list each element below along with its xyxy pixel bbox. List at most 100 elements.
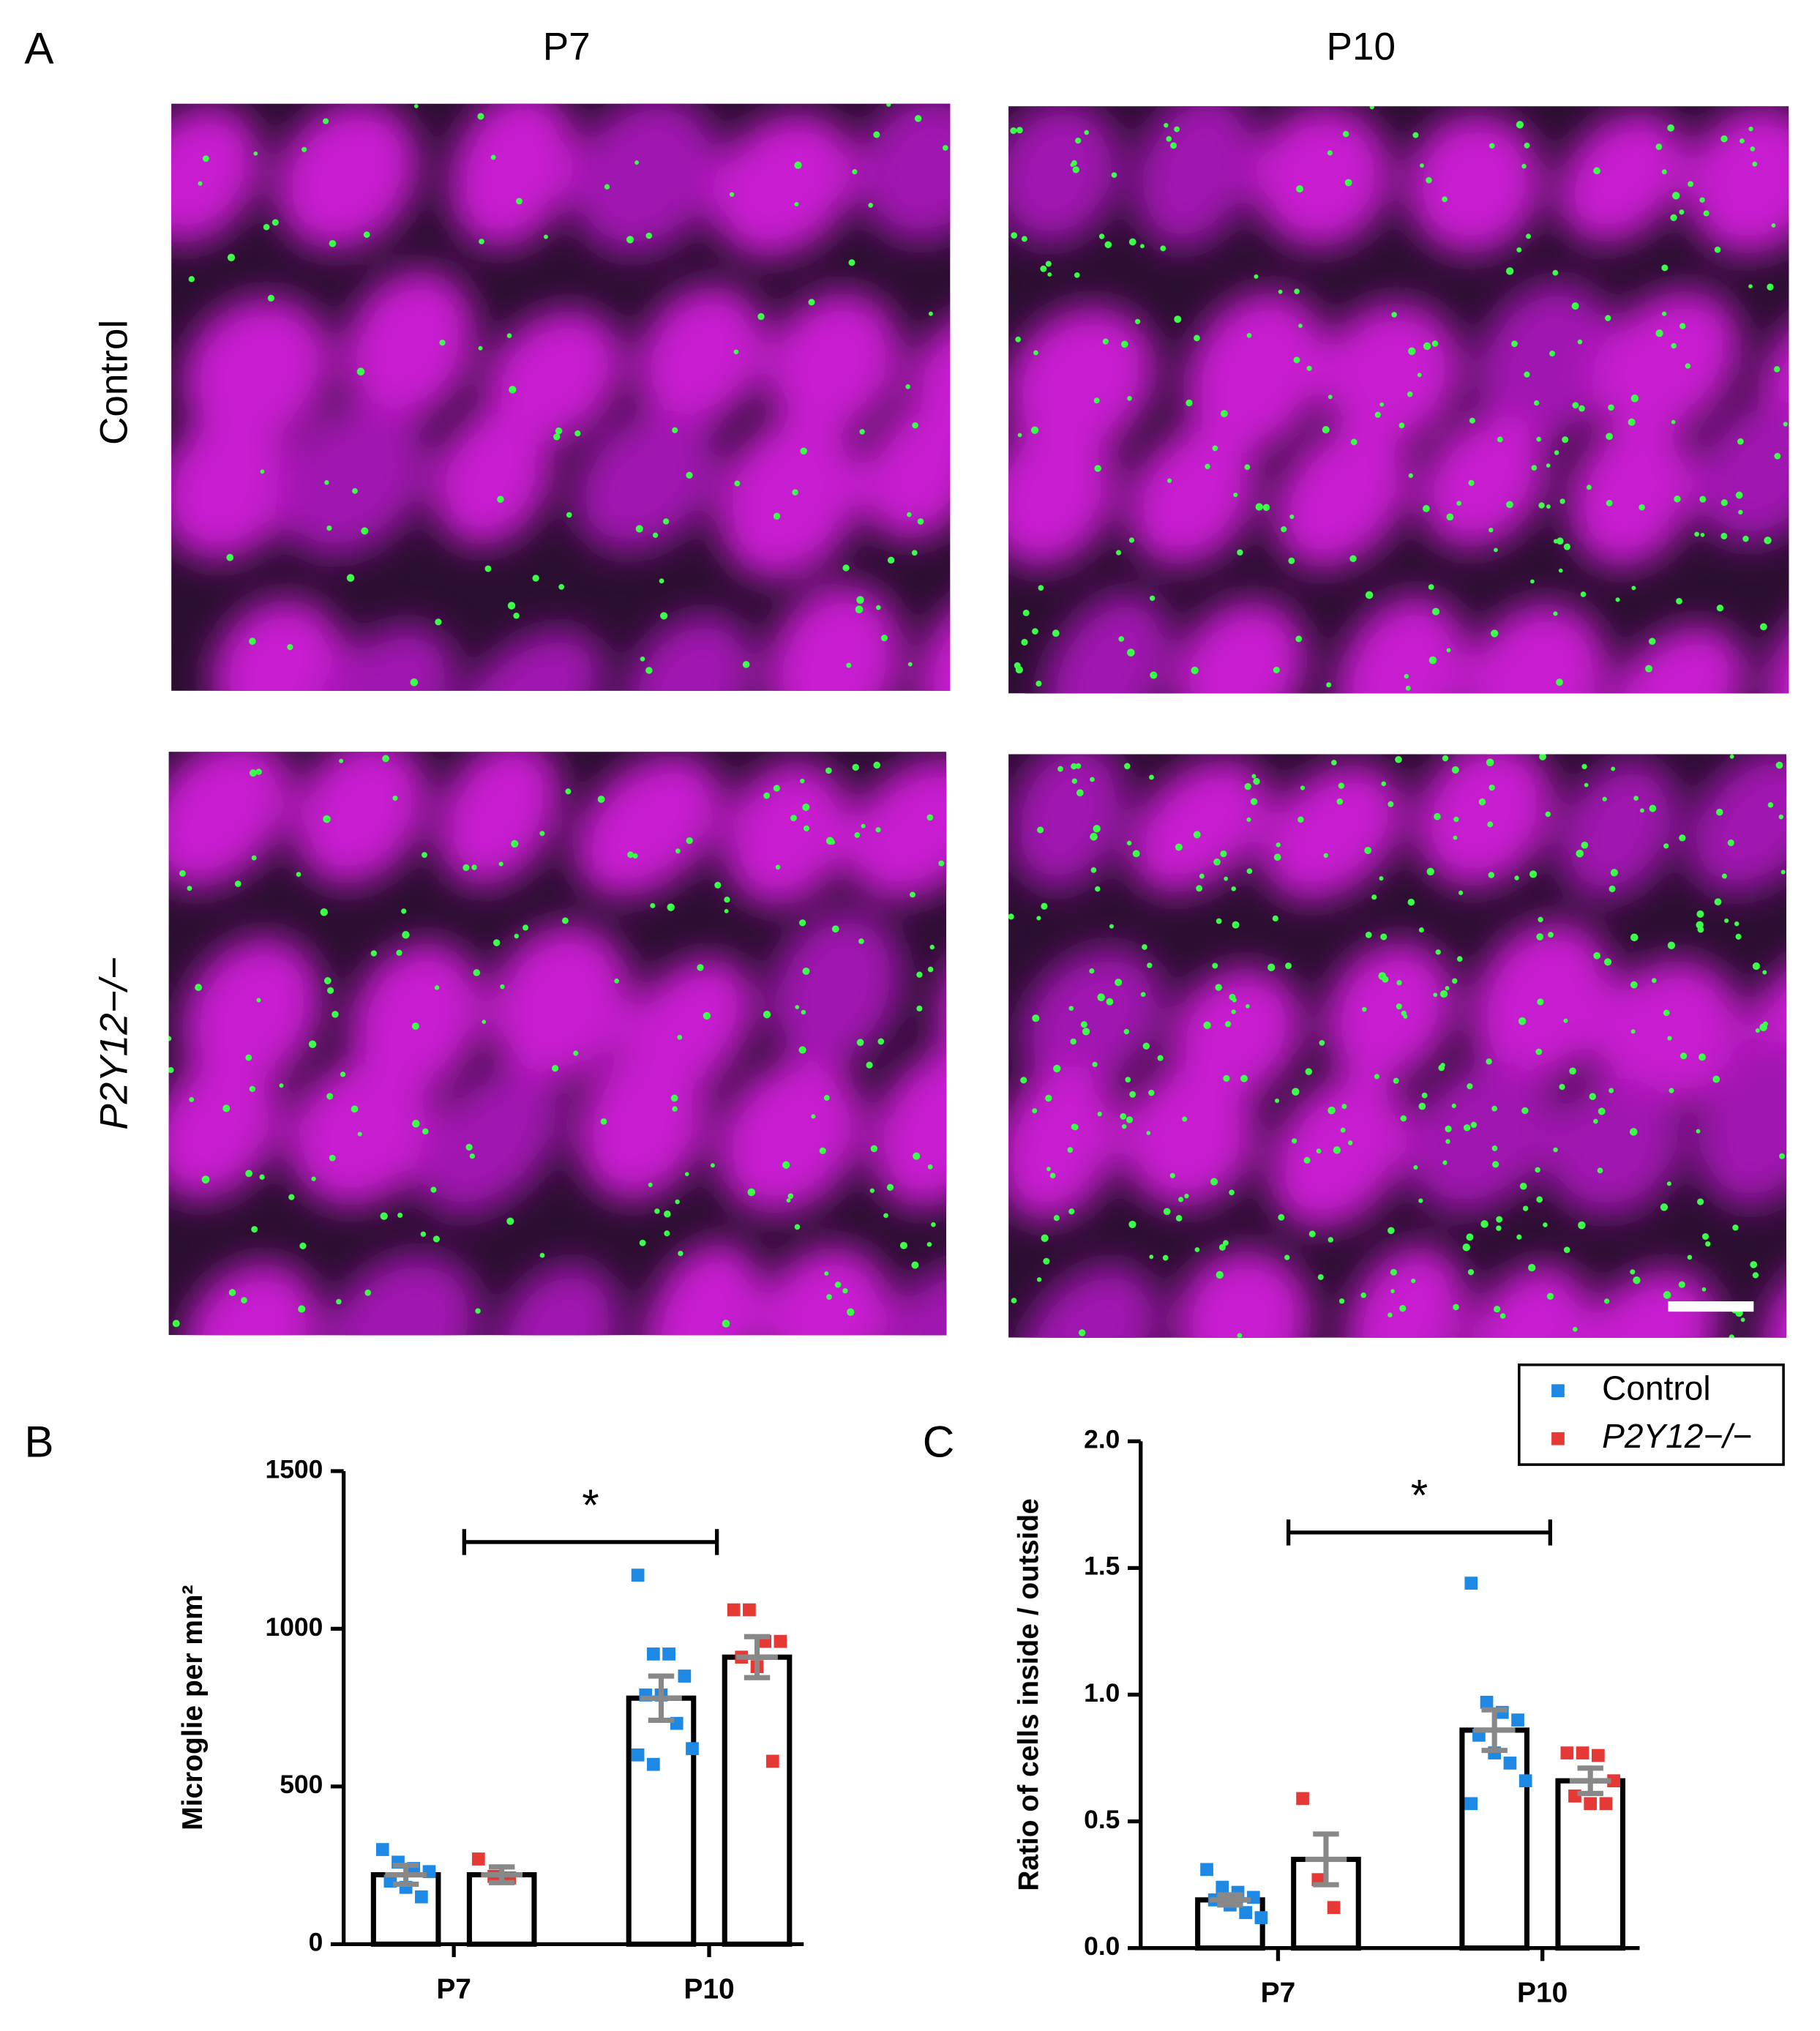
barrel [316,625,456,691]
microglia [1581,763,1587,770]
barrels [168,752,947,1336]
microglia [846,662,852,668]
microglia [1486,758,1494,766]
data-point [1511,1713,1524,1727]
microglia [1095,886,1101,892]
microglia [1291,1138,1297,1144]
microglia [763,792,771,799]
barrel [1008,106,1121,245]
microglia [1428,584,1434,590]
barrel [1320,302,1462,445]
microglia [795,1005,800,1009]
microglia [479,239,484,244]
barrel [769,910,903,1067]
microglia [195,984,202,991]
barrel [323,1254,480,1336]
microglia [1022,609,1030,616]
microglia [1306,365,1312,371]
microglia [1421,1092,1428,1099]
microglia [1783,422,1788,427]
microglia [672,427,678,433]
microglia [869,1188,875,1193]
micrograph [1008,754,1786,1338]
barrel [1688,754,1786,894]
microglia [1573,1326,1578,1332]
microglia [422,1128,429,1135]
microglia [1469,417,1475,424]
microglia [1538,502,1545,509]
microglia [1273,666,1280,673]
microglia [855,605,864,613]
microglia [1118,636,1125,642]
microglia [856,1039,864,1047]
barrel [1261,763,1404,901]
microglia [1752,1272,1759,1279]
microglia [1663,1291,1671,1299]
microglia [883,1213,888,1219]
microglia [1319,1040,1325,1046]
microglia [1556,678,1563,687]
microglia [1581,841,1589,849]
microglia [1365,591,1374,599]
microglia [1305,1068,1313,1075]
microglia [664,1230,670,1237]
microglia [1452,978,1458,984]
microglia [1399,1305,1407,1312]
microglia [561,917,569,924]
microglia [790,815,797,822]
microglia [861,823,866,829]
microglia [1053,1064,1061,1073]
microglia [1240,1074,1248,1082]
row-label: P2Y12−/− [93,957,136,1129]
microglia [914,115,922,122]
microglia [868,203,874,208]
microglia [1578,1221,1586,1230]
microglia [1128,238,1136,246]
microglia [1553,1147,1558,1153]
microglia [228,1289,236,1296]
microglia [1442,196,1448,203]
microglia [543,234,548,239]
microglia [299,1242,307,1249]
microglia [1524,142,1530,149]
microglia [1317,1273,1324,1280]
barrel [1568,419,1696,568]
microglia [1365,931,1372,938]
microglia [421,852,427,859]
microglia [1615,597,1620,602]
barrel [1611,625,1747,694]
microglia [1174,126,1180,132]
microglia [311,1176,316,1181]
microglia [469,1153,475,1159]
microglia [927,966,934,973]
microglia [1422,504,1430,512]
microglia [852,169,858,175]
microglia [1333,1146,1341,1154]
bar [626,1695,697,1947]
microglia [1445,1125,1452,1133]
barrel [767,583,903,691]
microglia [1521,163,1527,169]
microglia [1041,1234,1049,1242]
microglia [1071,778,1078,784]
microglia [1327,394,1333,400]
microglia [1700,533,1705,537]
microglia [1068,1006,1074,1011]
microglia [1597,1167,1603,1174]
barrel [275,103,419,251]
microglia [1605,315,1611,321]
microglia [1688,181,1694,187]
microglia [1491,1145,1498,1151]
microglia [516,198,523,205]
microglia [854,832,861,838]
microglia [1295,635,1303,643]
microglia [1446,513,1454,521]
microglia [1633,796,1639,801]
microglia [662,518,670,525]
microglia [1124,763,1131,769]
microglia [1255,503,1263,511]
y-tick-label: 0 [309,1928,323,1957]
microglia [757,313,765,321]
barrel [184,1262,321,1336]
microglia [1398,422,1405,429]
